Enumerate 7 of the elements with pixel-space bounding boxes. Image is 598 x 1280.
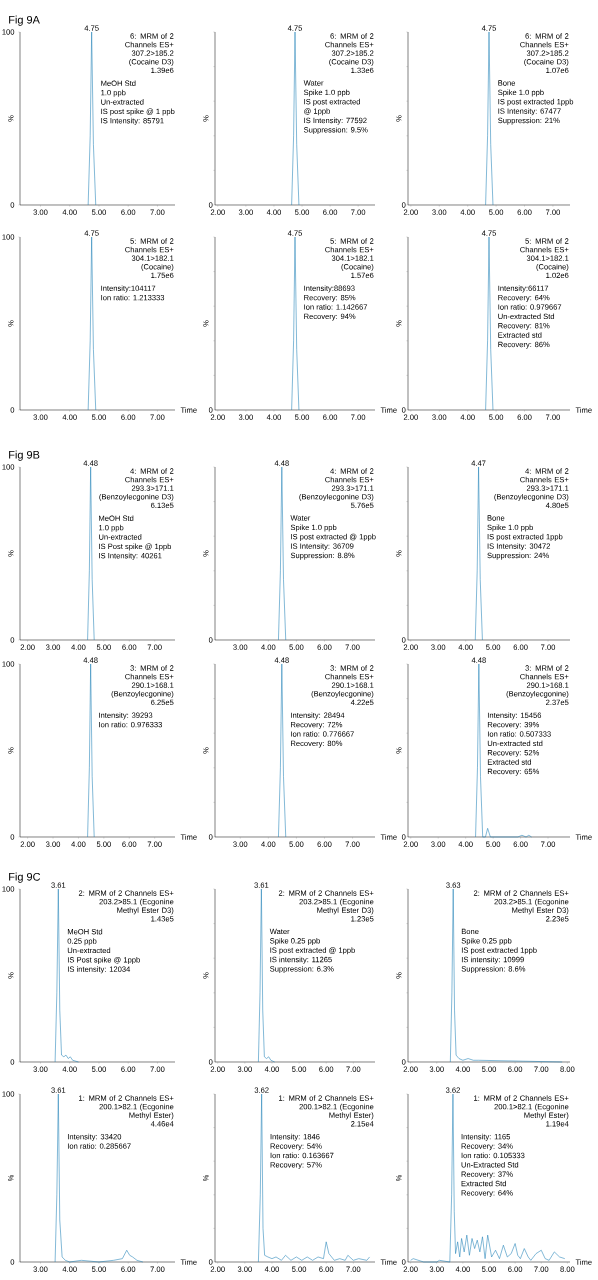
line-series [87,31,97,206]
line-series [87,236,97,411]
line-series [87,466,95,641]
line-series [87,663,95,838]
caption: Fig 9A [9,15,40,26]
caption: Fig 9B [9,450,40,461]
caption: Fig 9C [9,872,41,883]
